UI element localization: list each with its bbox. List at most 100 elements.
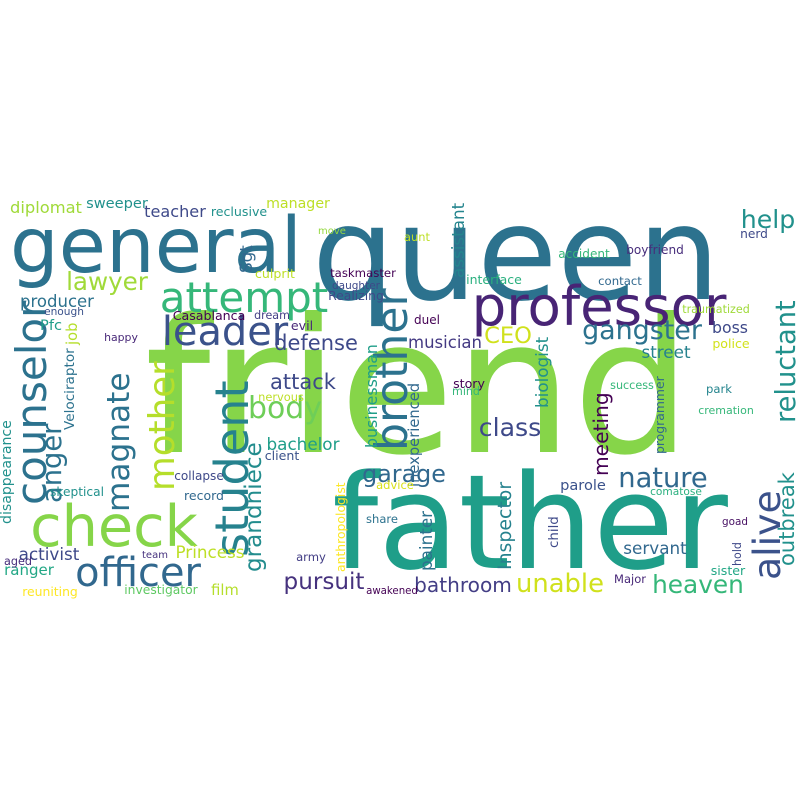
word-interface: interface [466,271,522,287]
word-record: record [184,487,224,503]
word-anthropologist: anthropologist [332,482,348,572]
word-contact: contact [598,274,642,289]
word-bathroom: bathroom [414,572,512,597]
word-cremation: cremation [698,403,754,417]
word-unable: unable [516,569,604,600]
word-pursuit: pursuit [283,569,365,596]
word-disappearance: disappearance [0,420,15,524]
word-boyfriend: boyfriend [626,242,684,257]
word-meeting: meeting [588,392,613,476]
word-park: park [706,382,732,397]
word-street: street [641,341,691,362]
word-duel: duel [414,313,440,327]
word-class: class [478,413,542,443]
word-painter: painter [415,510,436,572]
word-sweeper: sweeper [86,194,148,212]
word-share: share [366,512,398,527]
word-culprit: culprit [254,265,295,281]
word-enough: enough [44,305,84,318]
word-team: team [142,550,168,561]
word-body: body [248,391,322,427]
word-reuniting: reuniting [22,583,78,599]
word-happy: happy [104,330,138,344]
word-story: story [453,375,485,391]
word-traumatized: traumatized [682,303,750,317]
word-producer: producer [20,291,94,311]
word-inspector: Inspector [493,481,516,571]
word-father: father [332,445,728,599]
word-musician: musician [408,332,482,352]
word-gangster: gangster [582,314,702,346]
word-pfc: Pfc [40,316,62,334]
word-manager: manager [266,195,330,212]
word-inexperienced: inexperienced [405,382,423,488]
word-grandniece: grandniece [241,442,268,572]
word-businessman: businessman [362,344,382,448]
word-lawyer: lawyer [66,266,148,296]
word-magnate: magnate [101,372,138,512]
word-film: film [211,581,239,599]
word-diplomat: diplomat [10,197,82,217]
word-skeptical: skeptical [50,484,104,499]
word-outbreak: outbreak [774,472,799,566]
word-parole: parole [560,476,606,494]
word-taskmaster: taskmaster [330,266,396,281]
word-casablanca: Casablanca [172,307,246,323]
word-velociraptor: Velociraptor [62,348,79,430]
word-job: job [63,322,81,346]
word-success: success [610,379,654,393]
word-reluctant: reluctant [771,300,800,424]
word-friend: friend [144,279,692,497]
word-general: general [10,201,302,291]
word-goad: goad [722,515,748,528]
word-ceo: CEO [484,322,532,349]
word-attack: attack [270,369,336,394]
word-sister: sister [710,562,746,578]
word-nervous: nervous [258,390,304,405]
word-heaven: heaven [652,569,744,599]
word-help: help [740,205,796,235]
word-bachelor: bachelor [266,433,340,454]
word-army: army [296,550,326,565]
word-biologist: biologist [531,336,552,408]
word-boss: boss [712,318,748,338]
word-awakened: awakened [366,585,418,597]
word-move: move [318,226,346,237]
word-reclusive: reclusive [210,203,268,219]
word-activist: activist [18,543,80,564]
word-dream: dream [254,309,290,323]
word-check: check [30,493,198,561]
word-ranger: ranger [4,560,54,579]
word-aunt: aunt [404,230,430,245]
word-realizing: Realizing [328,287,384,303]
word-evil: evil [290,317,314,333]
word-mind: mind [452,385,480,399]
word-queen: queen [312,177,720,330]
word-servant: servant [623,537,687,558]
word-officer: officer [75,550,201,597]
word-comatose: comatose [650,485,702,498]
word-defense: defense [274,330,358,355]
word-nerd: nerd [740,226,768,241]
word-programmer: programmer [651,376,667,454]
word-child: child [547,516,563,548]
word-accident: accident [558,246,610,261]
word-major: Major [614,572,646,587]
word-princess: Princess [175,541,245,562]
word-teacher: teacher [144,201,206,221]
word-assistant: assistant [447,202,468,278]
word-police: police [712,335,750,351]
word-client: client [264,447,300,463]
word-advice: advice [376,478,414,493]
word-garage: garage [362,460,446,489]
word-professor: professor [471,273,727,338]
word-aged: aged [4,555,32,569]
word-collapse: collapse [174,468,224,483]
word-nature: nature [618,463,708,495]
word-sgt: Sgt [235,245,256,273]
word-attempt: attempt [159,273,329,322]
word-daughter: daughter [332,279,380,292]
word-investigator: investigator [124,582,198,597]
word-leader: leader [161,309,289,356]
